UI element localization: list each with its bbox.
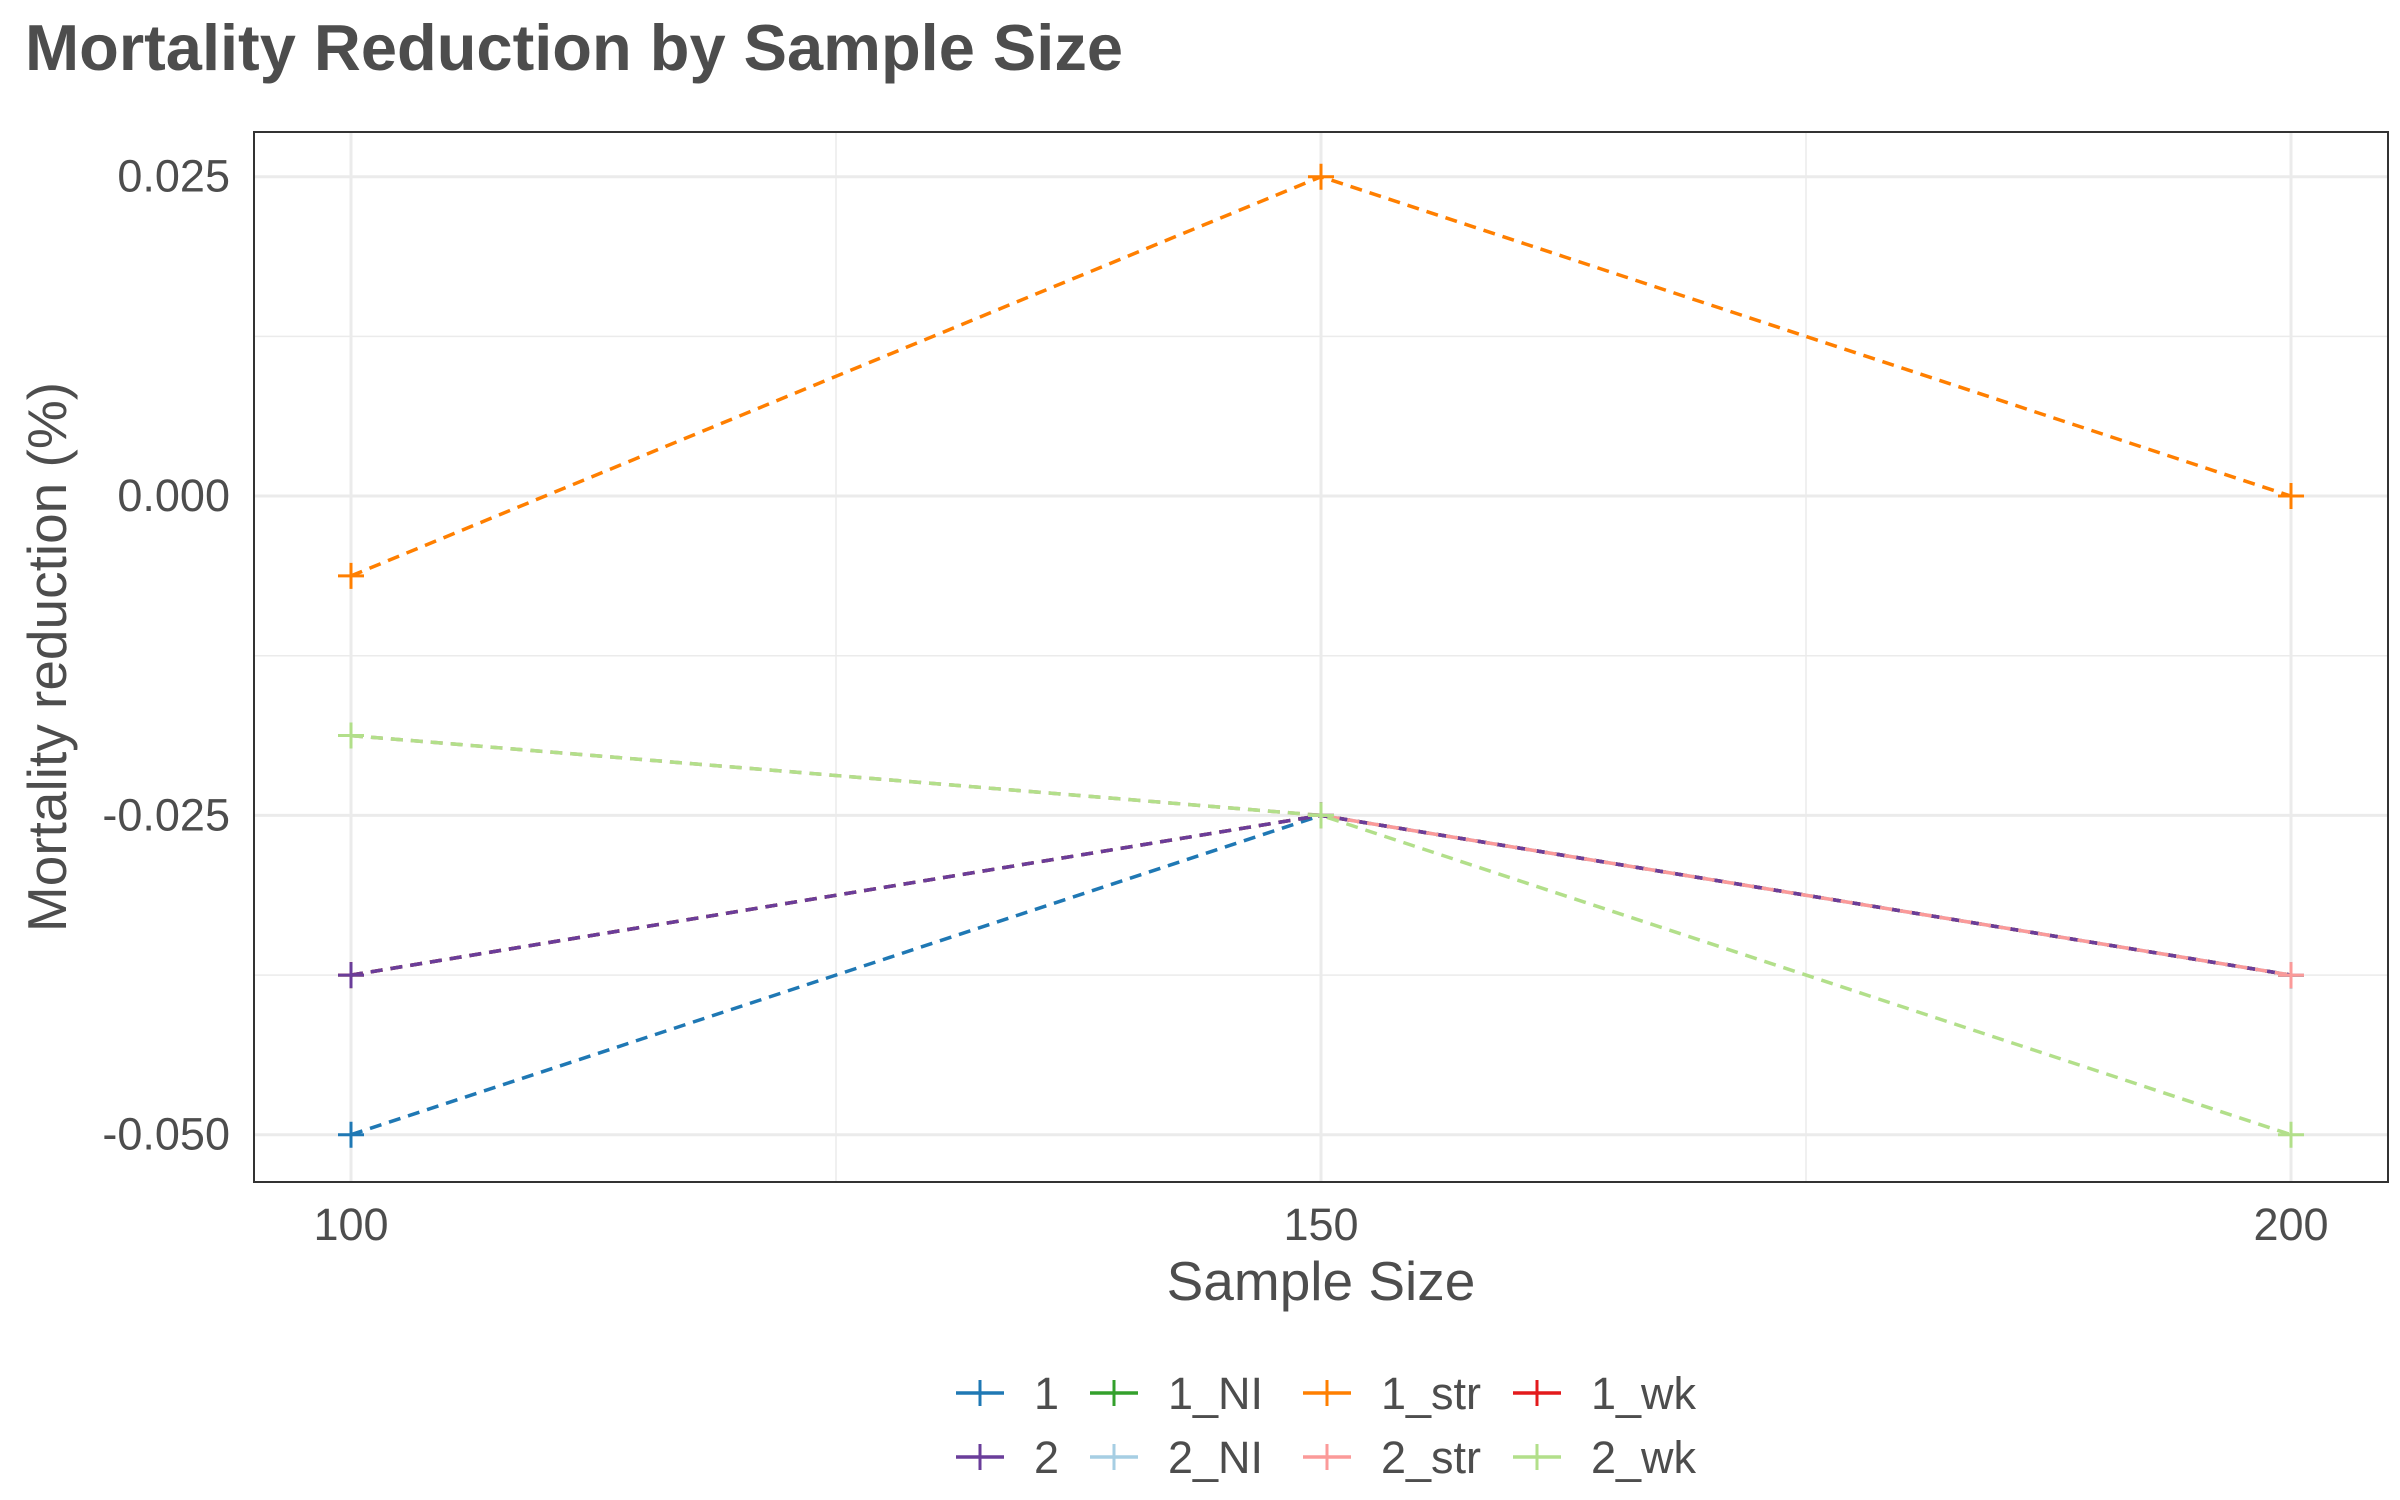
data-point-1_str bbox=[338, 562, 364, 589]
x-tick-label: 200 bbox=[2253, 1199, 2328, 1250]
data-point-1 bbox=[338, 1121, 364, 1148]
legend-label: 2_str bbox=[1381, 1432, 1481, 1483]
data-point-2_wk bbox=[2278, 1121, 2304, 1148]
x-tick-label: 150 bbox=[1283, 1199, 1358, 1250]
data-point-2_wk bbox=[1308, 802, 1334, 829]
y-tick-label: -0.050 bbox=[102, 1109, 230, 1160]
series-lines bbox=[338, 163, 2304, 1148]
x-axis: 100 150 200 bbox=[313, 1199, 2328, 1250]
data-point-2_wk bbox=[338, 722, 364, 749]
y-tick-label: 0.025 bbox=[117, 151, 230, 202]
y-axis: 0.025 0.000 -0.025 -0.050 bbox=[102, 151, 230, 1160]
y-tick-label: 0.000 bbox=[117, 470, 230, 521]
grid bbox=[254, 132, 2388, 1182]
legend-marker-1_NI bbox=[1101, 1380, 1127, 1406]
legend-marker-2_str bbox=[1314, 1444, 1340, 1470]
x-axis-title: Sample Size bbox=[1167, 1250, 1476, 1312]
chart-title: Mortality Reduction by Sample Size bbox=[25, 11, 1123, 84]
legend-marker-1 bbox=[967, 1380, 993, 1406]
data-point-2_str bbox=[2278, 962, 2304, 989]
legend-marker-1_str bbox=[1314, 1380, 1340, 1406]
legend-marker-2_NI bbox=[1101, 1444, 1127, 1470]
plot-border bbox=[253, 131, 2389, 1183]
series-line-2_wk bbox=[350, 733, 2292, 1137]
data-point-2 bbox=[338, 962, 364, 989]
legend-label: 2_wk bbox=[1591, 1432, 1697, 1483]
y-axis-title: Mortality reduction (%) bbox=[16, 382, 78, 932]
legend-label: 2_NI bbox=[1168, 1432, 1263, 1483]
legend-label: 1_wk bbox=[1591, 1368, 1697, 1419]
legend-marker-1_wk bbox=[1524, 1380, 1550, 1406]
legend-marker-2 bbox=[967, 1444, 993, 1470]
legend-label: 1_str bbox=[1381, 1368, 1481, 1419]
y-tick-label: -0.025 bbox=[102, 789, 230, 840]
legend-label: 2 bbox=[1034, 1432, 1059, 1483]
legend-label: 1 bbox=[1034, 1368, 1059, 1419]
legend-label: 1_NI bbox=[1168, 1368, 1263, 1419]
legend: 1 1_NI 1_str 1_wk 2 2_NI 2_str 2_wk bbox=[956, 1368, 1697, 1483]
x-tick-label: 100 bbox=[313, 1199, 388, 1250]
data-point-1_str bbox=[1308, 163, 1334, 190]
data-point-1_str bbox=[2278, 483, 2304, 510]
legend-marker-2_wk bbox=[1524, 1444, 1550, 1470]
